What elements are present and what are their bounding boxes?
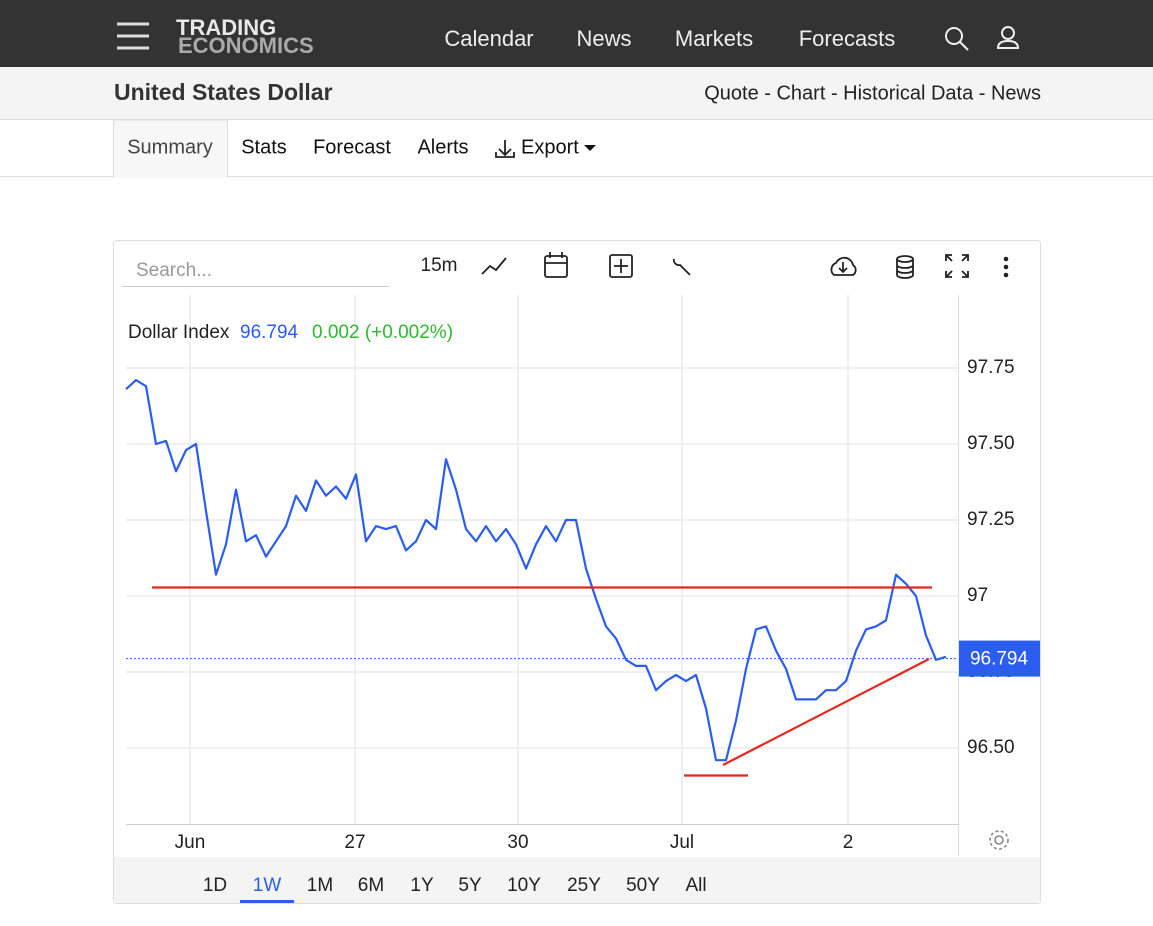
range-button[interactable]: 1M <box>307 875 333 896</box>
download-icon[interactable] <box>830 256 857 276</box>
last-price-tag <box>959 640 1040 677</box>
tab[interactable]: Export <box>521 136 579 158</box>
calendar-icon[interactable] <box>544 252 568 278</box>
last-price-label: 96.794 <box>970 649 1029 670</box>
range-button[interactable]: 1Y <box>410 875 434 896</box>
sub-header <box>0 67 1153 120</box>
range-button[interactable]: All <box>685 875 706 896</box>
tab[interactable]: Summary <box>127 136 213 158</box>
search-input[interactable]: Search... <box>136 260 212 281</box>
page-title: United States Dollar <box>114 79 333 105</box>
range-button[interactable]: 1W <box>253 875 282 896</box>
x-tick-label: Jul <box>670 832 694 853</box>
y-tick-label: 96.50 <box>967 737 1015 758</box>
compare-icon[interactable] <box>609 254 633 278</box>
x-tick-label: 30 <box>507 832 528 853</box>
x-tick-label: 2 <box>843 832 854 853</box>
x-tick-label: 27 <box>344 832 365 853</box>
range-button[interactable]: 5Y <box>458 875 482 896</box>
nav-link[interactable]: Markets <box>675 26 753 51</box>
search-icon[interactable] <box>945 27 969 51</box>
range-button[interactable]: 25Y <box>567 875 601 896</box>
y-tick-label: 97.50 <box>967 433 1015 454</box>
nav-link[interactable]: Calendar <box>444 26 533 51</box>
more-icon[interactable] <box>1003 256 1009 278</box>
y-tick-label: 97.25 <box>967 509 1015 530</box>
user-icon[interactable] <box>996 26 1020 49</box>
menu-icon[interactable] <box>117 22 149 50</box>
drawn-annotations <box>152 586 932 777</box>
series-title: Dollar Index <box>128 322 230 343</box>
tab[interactable]: Alerts <box>417 136 468 158</box>
range-button[interactable]: 10Y <box>507 875 541 896</box>
tools-icon[interactable] <box>673 258 691 276</box>
tab[interactable]: Stats <box>241 136 287 158</box>
interval-button[interactable]: 15m <box>421 255 458 276</box>
logo[interactable]: ECONOMICS <box>178 33 314 58</box>
tab[interactable]: Forecast <box>313 136 391 158</box>
chart-type-icon[interactable] <box>481 257 507 275</box>
fullscreen-icon[interactable] <box>945 254 969 278</box>
y-tick-label: 97.75 <box>967 357 1015 378</box>
header-links[interactable]: Quote - Chart - Historical Data - News <box>704 82 1041 104</box>
logo[interactable]: TRADING <box>176 15 276 40</box>
range-button[interactable]: 6M <box>358 875 384 896</box>
data-icon[interactable] <box>896 255 914 279</box>
nav-link[interactable]: Forecasts <box>799 26 896 51</box>
export-icon[interactable] <box>495 140 515 158</box>
settings-icon[interactable] <box>989 830 1009 850</box>
nav-link[interactable]: News <box>576 26 631 51</box>
last-price: 96.794 <box>240 322 299 343</box>
y-tick-label: 97 <box>967 585 988 606</box>
price-line <box>125 379 947 762</box>
chart-panel <box>113 240 1041 904</box>
x-tick-label: Jun <box>175 832 206 853</box>
price-change: 0.002 (+0.002%) <box>312 322 453 343</box>
range-underline <box>240 900 294 903</box>
range-button[interactable]: 1D <box>203 875 227 896</box>
range-button[interactable]: 50Y <box>626 875 660 896</box>
range-bar <box>114 857 1040 903</box>
dropdown-caret[interactable] <box>584 145 596 151</box>
